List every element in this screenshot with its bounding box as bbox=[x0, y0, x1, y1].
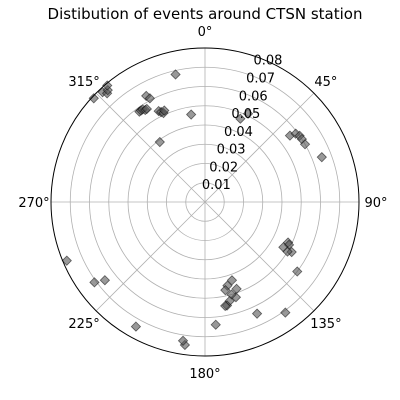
data-point-41 bbox=[220, 284, 231, 296]
data-point-2 bbox=[235, 113, 246, 124]
theta-tick-label-4: 180° bbox=[189, 367, 220, 382]
theta-tick-label-7: 315° bbox=[68, 75, 99, 90]
r-tick-label-0: 0.01 bbox=[202, 178, 231, 193]
data-point-31 bbox=[282, 246, 293, 257]
data-points bbox=[61, 69, 327, 351]
data-point-44 bbox=[210, 319, 221, 330]
theta-gridline-5 bbox=[95, 201, 206, 312]
chart-title: Distibution of events around CTSN statio… bbox=[48, 5, 363, 23]
polar-grid bbox=[51, 48, 359, 356]
data-point-43 bbox=[220, 300, 231, 312]
data-point-3 bbox=[242, 108, 254, 119]
theta-tick-label-6: 270° bbox=[18, 196, 49, 211]
data-point-32 bbox=[292, 266, 303, 277]
data-point-46 bbox=[177, 335, 189, 346]
r-tick-label-5: 0.06 bbox=[239, 89, 268, 104]
theta-gridline-1 bbox=[204, 92, 315, 203]
r-tick-label-7: 0.08 bbox=[253, 54, 282, 69]
data-point-16 bbox=[144, 93, 156, 104]
r-tick-label-2: 0.03 bbox=[217, 143, 246, 158]
theta-tick-labels: 0° 45° 90° 135° 180° 225° 270° 315° bbox=[18, 25, 387, 382]
theta-tick-label-3: 135° bbox=[310, 317, 341, 332]
theta-tick-label-2: 90° bbox=[364, 196, 387, 211]
data-point-50 bbox=[61, 255, 72, 266]
data-point-34 bbox=[251, 308, 263, 319]
theta-gridline-7 bbox=[95, 92, 206, 203]
theta-tick-label-1: 45° bbox=[314, 75, 337, 90]
data-point-48 bbox=[99, 275, 111, 286]
data-point-8 bbox=[299, 139, 311, 150]
data-point-14 bbox=[141, 103, 153, 115]
data-point-9 bbox=[316, 151, 327, 163]
r-tick-labels: 0.01 0.02 0.03 0.04 0.05 0.06 0.07 0.08 bbox=[202, 54, 283, 193]
polar-outer-circle bbox=[50, 47, 360, 357]
data-point-24 bbox=[102, 80, 113, 91]
data-point-36 bbox=[226, 275, 238, 286]
data-point-20 bbox=[159, 105, 170, 116]
data-point-47 bbox=[130, 321, 142, 332]
data-point-26 bbox=[154, 136, 165, 148]
data-point-33 bbox=[280, 307, 291, 318]
data-point-49 bbox=[89, 277, 100, 288]
polar-frame bbox=[50, 47, 360, 357]
theta-tick-label-0: 0° bbox=[198, 25, 213, 40]
theta-tick-label-5: 225° bbox=[68, 317, 99, 332]
data-point-25 bbox=[88, 93, 99, 104]
r-tick-label-6: 0.07 bbox=[246, 72, 275, 87]
theta-gridline-3 bbox=[204, 201, 315, 312]
r-tick-label-4: 0.05 bbox=[231, 107, 260, 122]
data-point-1 bbox=[185, 109, 197, 120]
r-tick-label-3: 0.04 bbox=[224, 125, 253, 140]
data-point-0 bbox=[170, 69, 181, 80]
r-tick-label-1: 0.02 bbox=[209, 160, 238, 175]
